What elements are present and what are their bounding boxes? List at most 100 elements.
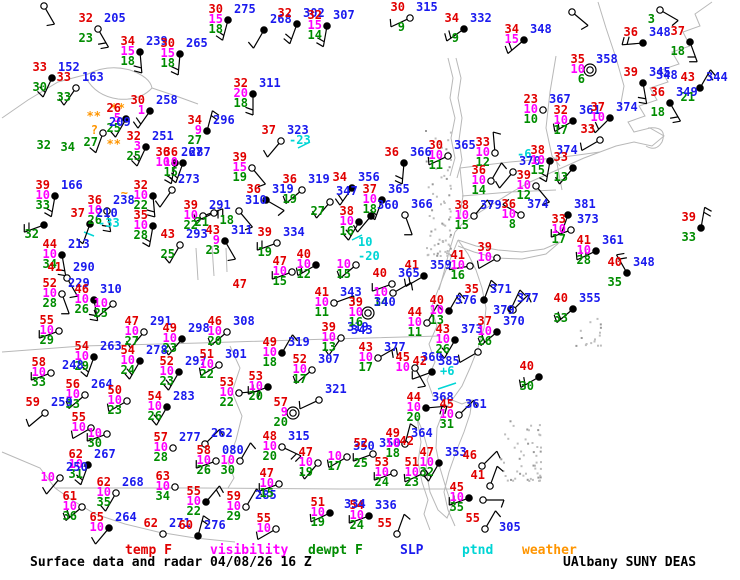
station-temp: 45: [395, 350, 410, 364]
station-temp: 33: [32, 60, 47, 74]
station-circle: [242, 503, 250, 511]
station-symbol: [247, 26, 268, 49]
station-symbol: [63, 274, 79, 299]
station-temp: 55: [71, 410, 86, 424]
station-temp: 36: [282, 172, 297, 186]
station-symbol: [292, 366, 316, 384]
station-dewpt: 23: [159, 374, 174, 388]
station-dewpt: 23: [162, 341, 177, 355]
station-ptnd: -6: [517, 147, 532, 161]
station-symbol: [236, 442, 257, 465]
station-symbol: [422, 404, 448, 415]
station-ptnd: -33: [98, 216, 120, 230]
station-symbol: [334, 184, 356, 206]
station-visibility: 10: [35, 188, 50, 202]
station-temp: 55: [39, 313, 54, 327]
station-temp: 41: [450, 248, 465, 262]
station-dewpt: 23: [78, 31, 93, 45]
station-symbol: [568, 8, 589, 31]
station-dewpt: 28: [153, 450, 168, 464]
station-temp: 63: [155, 469, 170, 483]
station-visibility: 10: [477, 250, 492, 264]
station-dewpt: 31: [439, 417, 454, 431]
station-temp: 36: [155, 145, 170, 159]
station-visibility: 10: [120, 353, 135, 367]
station-temp: 36: [163, 145, 178, 159]
station-circle: [539, 106, 547, 114]
station-visibility: 10: [207, 324, 222, 338]
station-visibility: 10: [159, 364, 174, 378]
station-temp: 39: [681, 210, 696, 224]
station-circle: [149, 222, 157, 230]
station-circle: [369, 450, 377, 458]
station-temp: 35: [464, 282, 479, 296]
station-slp: 373: [577, 212, 599, 226]
station-visibility: 10: [89, 520, 104, 534]
station-visibility: 10: [74, 292, 89, 306]
station-dewpt: 27: [124, 334, 139, 348]
station-visibility: 10: [516, 178, 531, 192]
station-circle: [478, 462, 486, 470]
station-circle: [169, 444, 177, 452]
station-temp: 62: [68, 447, 83, 461]
station-temp: 47: [259, 466, 274, 480]
station-temp: 46: [74, 282, 89, 296]
station-slp: 250: [66, 460, 88, 474]
station-circle: [569, 305, 577, 313]
station-slp: 385: [438, 354, 460, 368]
station-symbol: [131, 143, 150, 167]
station-dewpt: 18: [670, 44, 685, 58]
station-circle: [99, 129, 107, 137]
station-circle: [94, 25, 102, 33]
station-visibility: 10: [475, 145, 490, 159]
station-temp: 34: [444, 11, 459, 25]
station-circle: [592, 247, 600, 255]
station-symbol: [142, 222, 157, 248]
station-temp: 39: [477, 240, 492, 254]
station-symbol: [65, 391, 89, 409]
station-circle: [194, 532, 202, 540]
station-circle: [176, 50, 184, 58]
station-temp: 30: [208, 2, 223, 16]
station-symbol: [504, 36, 528, 54]
station-dewpt: 18: [160, 56, 175, 70]
station-visibility: 10: [272, 264, 287, 278]
station-symbol: [656, 6, 679, 27]
station-visibility: 10: [454, 208, 469, 222]
station-symbol: [552, 117, 577, 133]
station-circle: [314, 459, 322, 467]
station-circle: [315, 396, 323, 404]
station-symbol: [401, 423, 418, 448]
station-slp: 343: [340, 285, 362, 299]
station-slp: 344: [706, 70, 728, 84]
station-slp: 361: [602, 233, 624, 247]
station-slp: 365: [388, 182, 410, 196]
station-circle: [278, 349, 286, 357]
station-circle: [149, 192, 157, 200]
station-visibility: 10: [147, 399, 162, 413]
station-slp: 209: [109, 115, 131, 129]
station-temp: 54: [349, 498, 364, 512]
station-slp: 334: [344, 497, 366, 511]
station-circle: [109, 300, 117, 308]
station-temp: 36: [384, 145, 399, 159]
station-temp: 53: [374, 455, 389, 469]
station-circle: [308, 366, 316, 374]
station-symbol: [199, 208, 224, 220]
station-slp: 336: [375, 498, 397, 512]
station-circle: [365, 512, 373, 520]
station-slp: 366: [410, 145, 432, 159]
station-circle: [569, 117, 577, 125]
station-symbol: [286, 406, 300, 420]
station-slp: 278: [146, 343, 168, 357]
station-circle: [656, 6, 664, 14]
station-temp: 30: [390, 0, 405, 14]
station-temp: 26: [106, 101, 121, 115]
station-slp: 370: [519, 154, 541, 168]
station-visibility: 10: [406, 400, 421, 414]
station-slp: 361: [465, 397, 487, 411]
station-circle: [178, 335, 186, 343]
station-temp: 43: [160, 227, 175, 241]
station-circle: [288, 268, 296, 276]
legend-item-slp: SLP: [400, 543, 424, 558]
